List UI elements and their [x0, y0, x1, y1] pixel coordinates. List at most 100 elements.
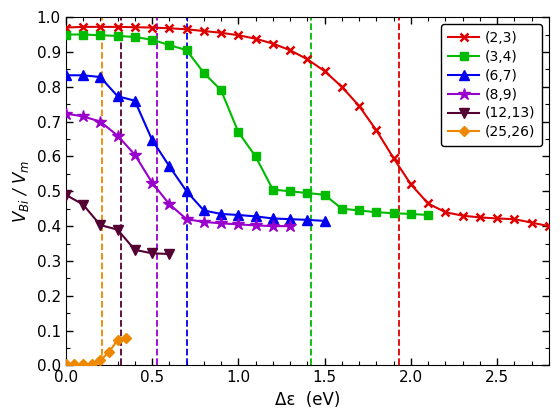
(3,4): [62, 32, 69, 37]
(6,7): [132, 98, 138, 103]
(2,3): [166, 26, 172, 31]
(3,4): [114, 34, 121, 39]
Line: (3,4): (3,4): [62, 30, 432, 219]
(25,26): [97, 358, 104, 363]
(2,3): [287, 48, 293, 53]
(3,4): [338, 206, 345, 211]
(6,7): [287, 217, 293, 222]
(2,3): [459, 213, 466, 218]
(3,4): [287, 189, 293, 194]
(2,3): [511, 217, 518, 222]
(8,9): [183, 217, 190, 222]
(2,3): [321, 68, 328, 74]
(2,3): [200, 29, 207, 34]
(3,4): [356, 208, 362, 213]
(25,26): [105, 350, 112, 355]
(3,4): [166, 42, 172, 47]
(3,4): [183, 48, 190, 53]
(25,26): [62, 362, 69, 367]
(3,4): [200, 70, 207, 75]
(25,26): [114, 338, 121, 343]
(2,3): [183, 27, 190, 32]
(3,4): [373, 210, 380, 215]
(12,13): [132, 247, 138, 252]
(8,9): [132, 152, 138, 157]
(6,7): [183, 189, 190, 194]
X-axis label: Δε  (eV): Δε (eV): [274, 391, 340, 409]
(3,4): [424, 213, 431, 218]
(6,7): [269, 216, 276, 221]
(2,3): [408, 182, 414, 187]
(12,13): [80, 202, 86, 207]
(8,9): [166, 202, 172, 207]
(3,4): [218, 88, 225, 93]
(2,3): [269, 41, 276, 46]
(3,4): [97, 33, 104, 38]
(6,7): [321, 218, 328, 223]
(3,4): [149, 37, 156, 42]
Legend: (2,3), (3,4), (6,7), (8,9), (12,13), (25,26): (2,3), (3,4), (6,7), (8,9), (12,13), (25…: [441, 24, 542, 146]
(8,9): [114, 133, 121, 138]
(2,3): [149, 25, 156, 30]
(3,4): [390, 211, 397, 216]
(2,3): [80, 24, 86, 29]
(2,3): [252, 36, 259, 41]
(2,3): [494, 216, 501, 221]
(6,7): [304, 217, 311, 222]
(2,3): [356, 103, 362, 108]
(2,3): [62, 25, 69, 30]
(8,9): [269, 223, 276, 228]
(2,3): [442, 210, 449, 215]
(3,4): [269, 187, 276, 192]
(2,3): [477, 215, 483, 220]
(8,9): [287, 223, 293, 228]
(2,3): [390, 156, 397, 161]
Y-axis label: $V_{Bi}$ / $V_m$: $V_{Bi}$ / $V_m$: [11, 160, 31, 223]
(2,3): [373, 128, 380, 133]
(2,3): [338, 84, 345, 89]
(8,9): [97, 119, 104, 124]
(3,4): [252, 154, 259, 159]
(8,9): [218, 221, 225, 226]
(6,7): [97, 74, 104, 79]
(12,13): [149, 251, 156, 256]
(8,9): [62, 111, 69, 116]
(12,13): [97, 223, 104, 228]
(2,3): [218, 30, 225, 35]
(6,7): [252, 214, 259, 219]
(2,3): [304, 57, 311, 62]
Line: (12,13): (12,13): [61, 190, 174, 259]
(2,3): [132, 25, 138, 30]
(6,7): [235, 213, 242, 218]
(6,7): [149, 137, 156, 142]
(2,3): [235, 33, 242, 38]
(12,13): [166, 252, 172, 257]
(6,7): [200, 208, 207, 213]
(2,3): [545, 223, 552, 228]
Line: (2,3): (2,3): [62, 23, 553, 230]
(12,13): [114, 227, 121, 232]
Line: (25,26): (25,26): [62, 335, 129, 368]
(3,4): [408, 211, 414, 216]
(8,9): [200, 219, 207, 224]
(3,4): [321, 192, 328, 197]
(8,9): [149, 180, 156, 185]
(8,9): [252, 223, 259, 228]
Line: (6,7): (6,7): [61, 71, 329, 226]
(8,9): [80, 114, 86, 119]
(8,9): [235, 222, 242, 227]
(2,3): [114, 24, 121, 29]
Line: (8,9): (8,9): [59, 108, 296, 232]
(3,4): [80, 32, 86, 37]
(6,7): [218, 211, 225, 216]
(2,3): [424, 201, 431, 206]
(25,26): [88, 361, 95, 366]
(6,7): [114, 94, 121, 99]
(6,7): [80, 73, 86, 78]
(6,7): [62, 73, 69, 78]
(3,4): [304, 191, 311, 196]
(3,4): [132, 34, 138, 39]
(25,26): [71, 362, 78, 367]
(6,7): [166, 164, 172, 169]
(25,26): [123, 336, 129, 341]
